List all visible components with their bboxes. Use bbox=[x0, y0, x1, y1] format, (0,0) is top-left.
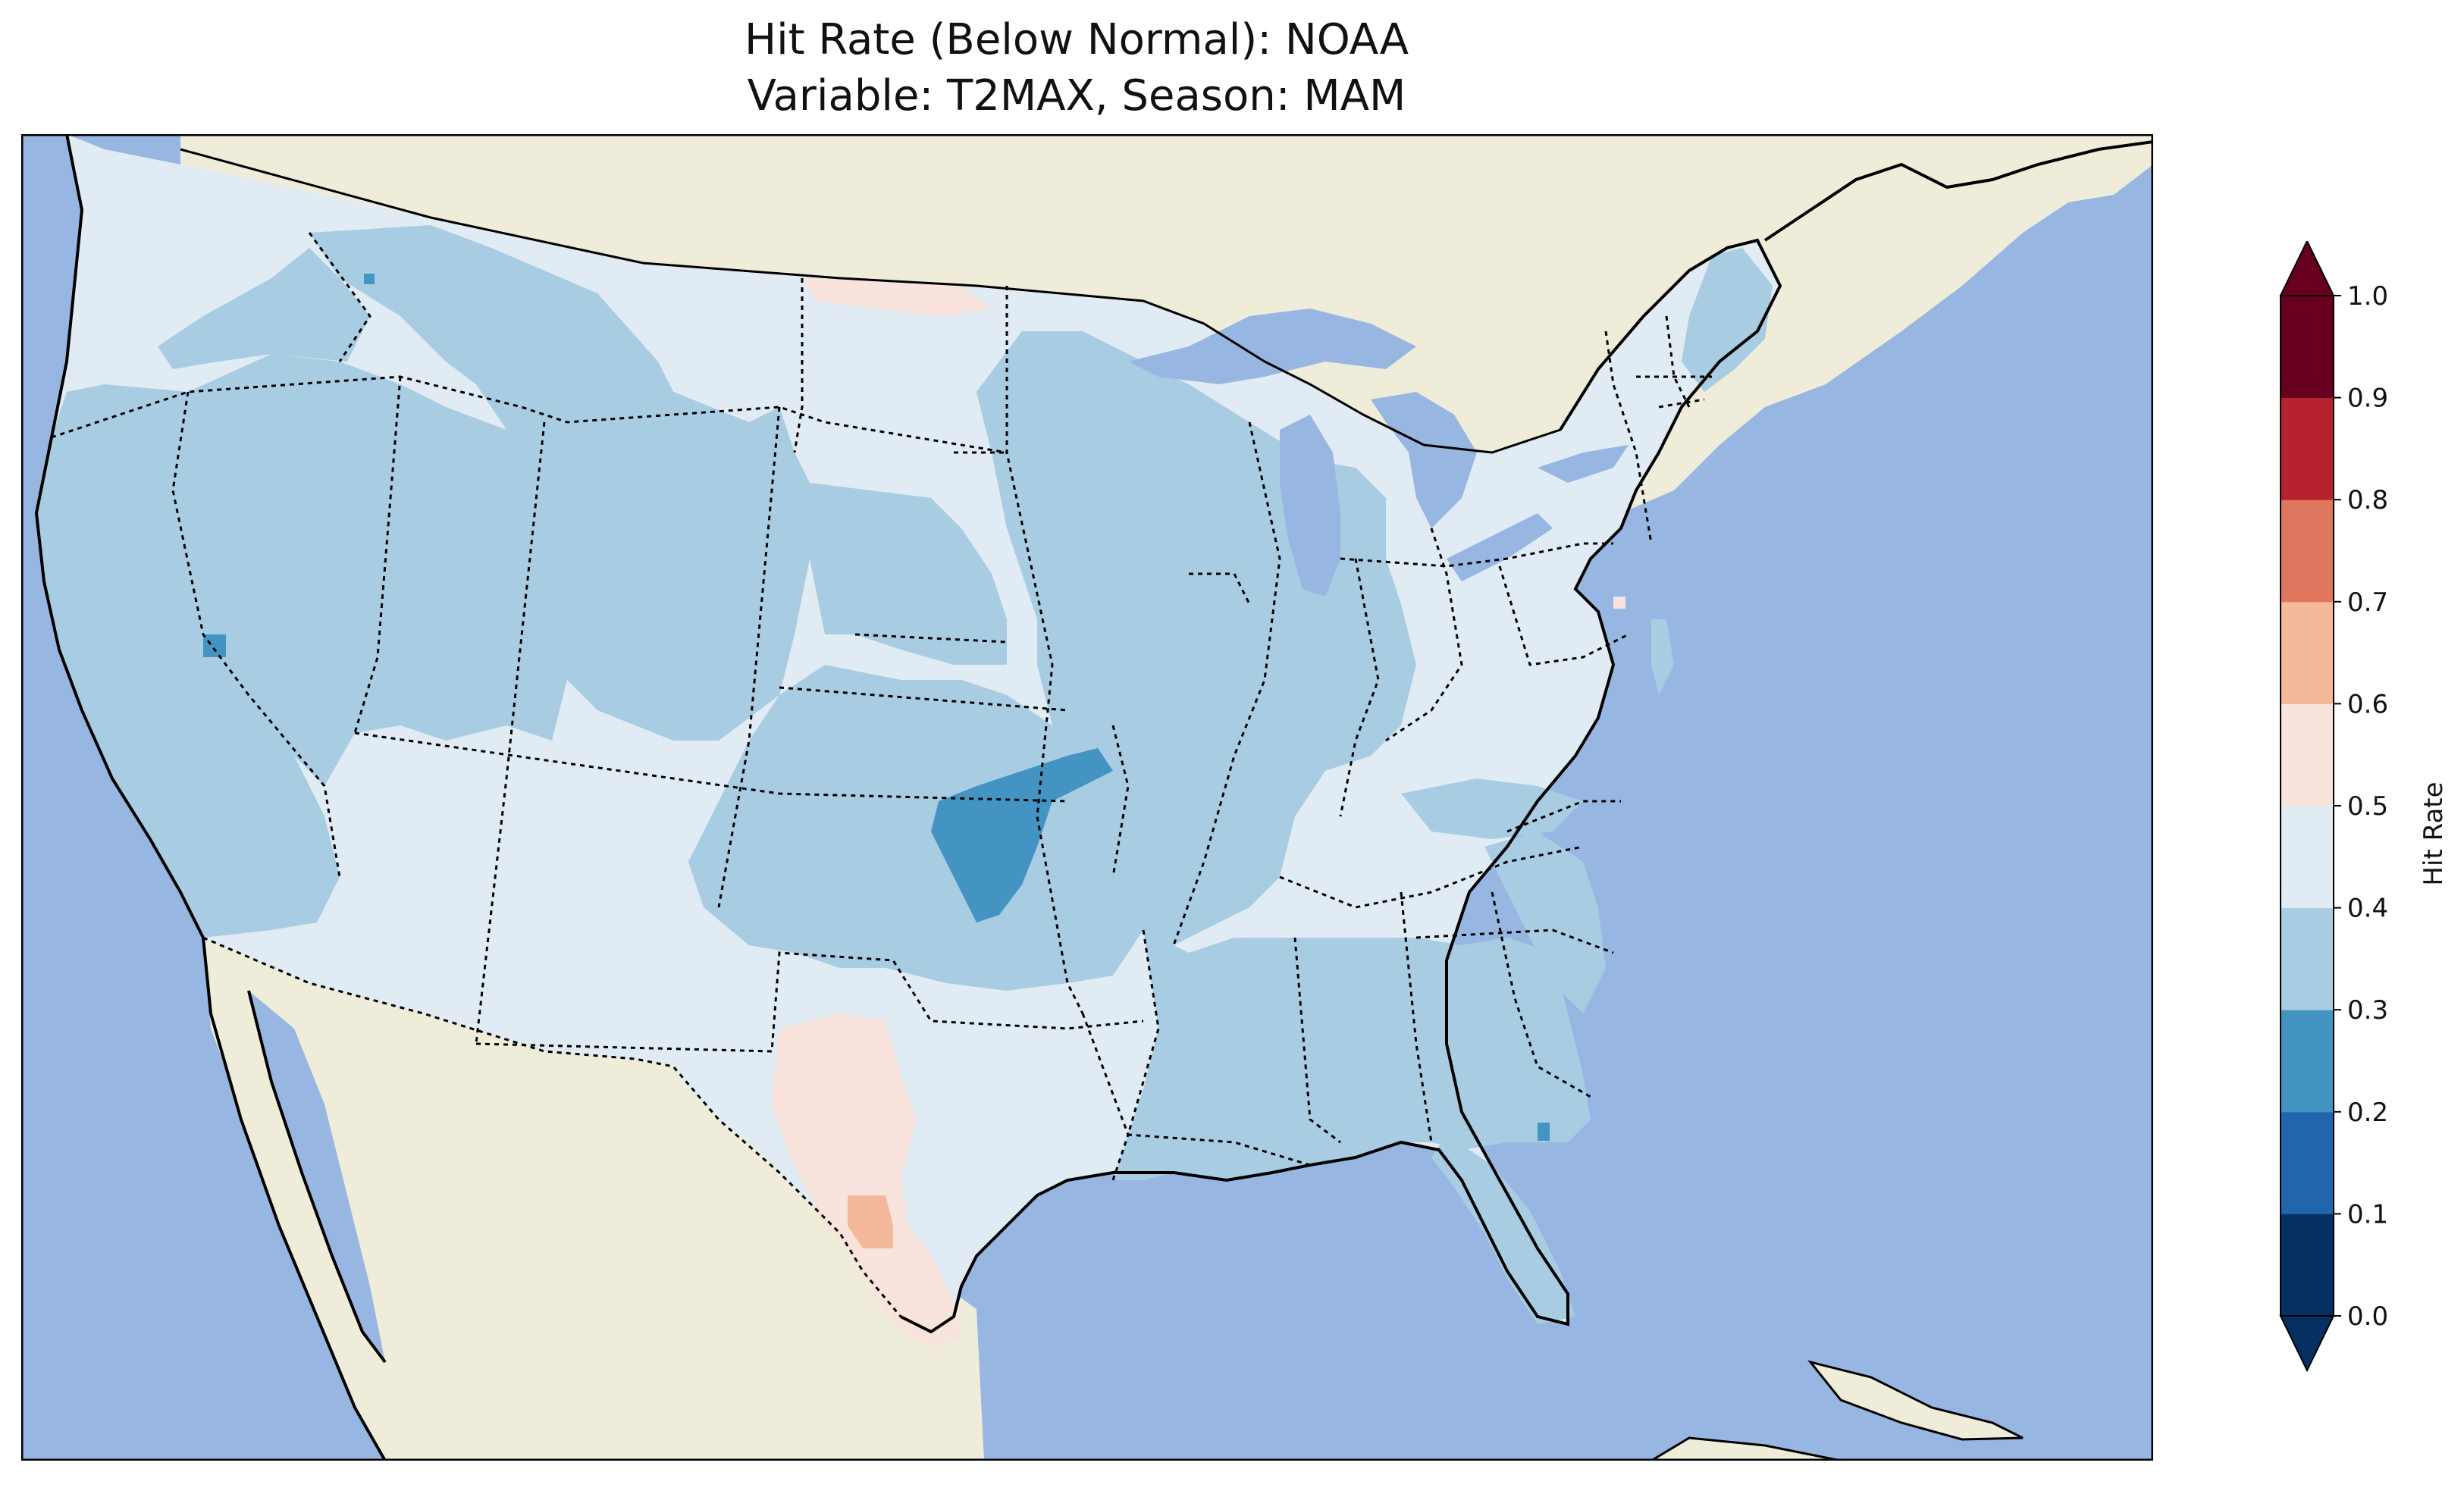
field-lower-mississippi bbox=[1113, 930, 1591, 1180]
colorbar-extend-max bbox=[2279, 241, 2335, 296]
field-nevada-utah bbox=[165, 354, 567, 786]
colorbar-segment bbox=[2281, 601, 2334, 704]
field-northern-rockies bbox=[309, 225, 810, 741]
colorbar-tick-label: 0.2 bbox=[2347, 1098, 2388, 1128]
field-big-bend bbox=[848, 1195, 893, 1248]
field-florida-spot bbox=[1538, 1123, 1550, 1141]
colorbar-tick-label: 0.6 bbox=[2347, 689, 2388, 719]
lake-huron bbox=[1371, 392, 1477, 528]
colorbar-label: Hit Rate bbox=[2419, 781, 2449, 886]
colorbar-segment bbox=[2281, 703, 2334, 807]
colorbar-tick-label: 0.9 bbox=[2347, 384, 2388, 414]
colorbar-tick-label: 0.0 bbox=[2347, 1301, 2388, 1332]
title-line-1: Hit Rate (Below Normal): NOAA bbox=[744, 15, 1409, 64]
field-nevada-spot bbox=[203, 634, 226, 657]
colorbar-tick-label: 0.7 bbox=[2347, 587, 2388, 618]
title-line-2: Variable: T2MAX, Season: MAM bbox=[747, 71, 1406, 121]
lake-ontario bbox=[1538, 445, 1629, 483]
lake-michigan bbox=[1280, 415, 1340, 597]
south-america-land bbox=[1649, 1436, 1842, 1461]
cuba-land bbox=[1807, 1360, 2024, 1441]
colorbar-tick-label: 0.1 bbox=[2347, 1199, 2388, 1229]
map-panel bbox=[21, 134, 2153, 1461]
colorbar-tick-label: 0.3 bbox=[2347, 995, 2388, 1026]
field-west-texas bbox=[772, 1013, 961, 1347]
mexico-land bbox=[203, 938, 984, 1461]
colorbar-segment bbox=[2281, 397, 2334, 500]
field-indiana-strip bbox=[1340, 559, 1386, 710]
baja-land bbox=[203, 938, 415, 1461]
field-idaho bbox=[158, 248, 370, 369]
us-mexico-border bbox=[202, 936, 902, 1317]
state-borders bbox=[51, 232, 1712, 1181]
field-delmarva bbox=[1651, 619, 1674, 695]
field-tennessee-strip bbox=[1401, 778, 1583, 839]
colorbar-tick-label: 0.5 bbox=[2347, 791, 2388, 822]
field-carolinas bbox=[1484, 832, 1606, 1013]
field-oklahoma-low bbox=[931, 748, 1113, 922]
colorbar-segment bbox=[2281, 1111, 2334, 1214]
us-canada-border bbox=[180, 148, 1728, 454]
hit-rate-field bbox=[36, 134, 1780, 1347]
map-frame bbox=[21, 134, 2153, 1461]
colorbar-tick-label: 0.8 bbox=[2347, 485, 2388, 515]
field-idaho-spot bbox=[364, 274, 375, 284]
lake-erie bbox=[1447, 513, 1553, 581]
lake-superior bbox=[1128, 309, 1416, 384]
colorbar-segment bbox=[2281, 500, 2334, 603]
colorbar-segment bbox=[2281, 907, 2334, 1010]
colorbar-segment bbox=[2281, 1214, 2334, 1317]
colorbar-segment bbox=[2281, 1010, 2334, 1113]
colorbar: 0.0 0.1 0.2 0.3 0.4 0.5 0.6 0.7 0.8 0.9 1.0 bbox=[2279, 241, 2388, 1373]
coastline bbox=[34, 134, 2153, 1461]
colorbar-tick-label: 1.0 bbox=[2347, 281, 2388, 312]
colorbar-tick-label: 0.4 bbox=[2347, 894, 2388, 924]
colorbar-segment bbox=[2281, 296, 2334, 399]
field-plains bbox=[810, 483, 1007, 665]
field-florida bbox=[1431, 1135, 1575, 1324]
field-california bbox=[36, 384, 340, 938]
field-nj-spot bbox=[1613, 597, 1625, 609]
gulf-of-california bbox=[249, 991, 385, 1362]
field-north-dakota-border bbox=[802, 278, 992, 316]
colorbar-extend-min bbox=[2279, 1315, 2335, 1373]
field-maine bbox=[1682, 248, 1773, 392]
field-kansas-oklahoma bbox=[688, 665, 1143, 991]
colorbar-segment bbox=[2281, 806, 2334, 909]
